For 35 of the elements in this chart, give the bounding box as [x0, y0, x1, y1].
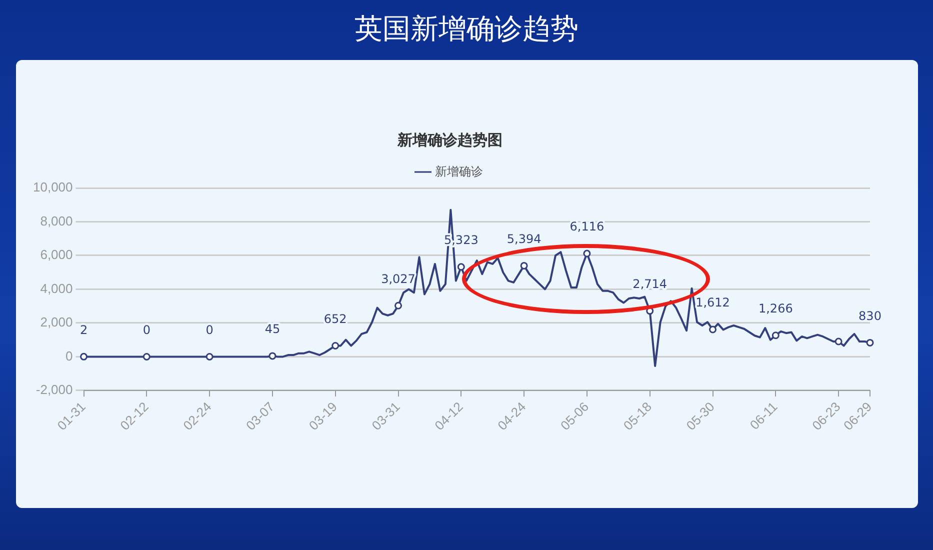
data-label: 830: [858, 308, 882, 323]
data-label: 652: [324, 312, 347, 326]
point: [709, 326, 717, 334]
point: [520, 262, 528, 270]
data-label: 3,027: [381, 272, 416, 286]
data-label: 2,714: [632, 277, 668, 292]
point: [394, 302, 402, 310]
y-tick-label: 4,000: [40, 280, 73, 296]
y-tick-label: 2,000: [40, 314, 73, 330]
point: [834, 338, 842, 346]
point: [206, 352, 214, 360]
y-tick-label: 10,000: [32, 180, 73, 195]
data-label: 45: [264, 322, 280, 336]
data-label: 5,394: [506, 232, 542, 246]
point: [142, 352, 150, 360]
data-label: 1,612: [696, 296, 730, 310]
data-label: 0: [142, 322, 150, 337]
data-label: 1,266: [758, 301, 793, 316]
data-label: 6,116: [570, 220, 604, 234]
point: [583, 250, 591, 258]
chart-title: 英国新增确诊趋势: [354, 11, 580, 47]
chart-subtitle: 新增确诊趋势图: [396, 130, 502, 149]
point: [332, 342, 340, 350]
point: [866, 338, 874, 346]
y-tick-label: 8,000: [40, 213, 73, 228]
data-label: 2: [80, 322, 88, 337]
point: [457, 263, 465, 271]
y-tick-label: 0: [66, 348, 73, 364]
point: [268, 352, 276, 360]
point: [80, 352, 88, 360]
y-tick-label: 6,000: [40, 247, 73, 262]
point: [772, 332, 780, 340]
legend-label: 新增确诊: [435, 164, 483, 178]
y-tick-label: -2,000: [36, 382, 73, 398]
data-label: 0: [206, 322, 214, 337]
